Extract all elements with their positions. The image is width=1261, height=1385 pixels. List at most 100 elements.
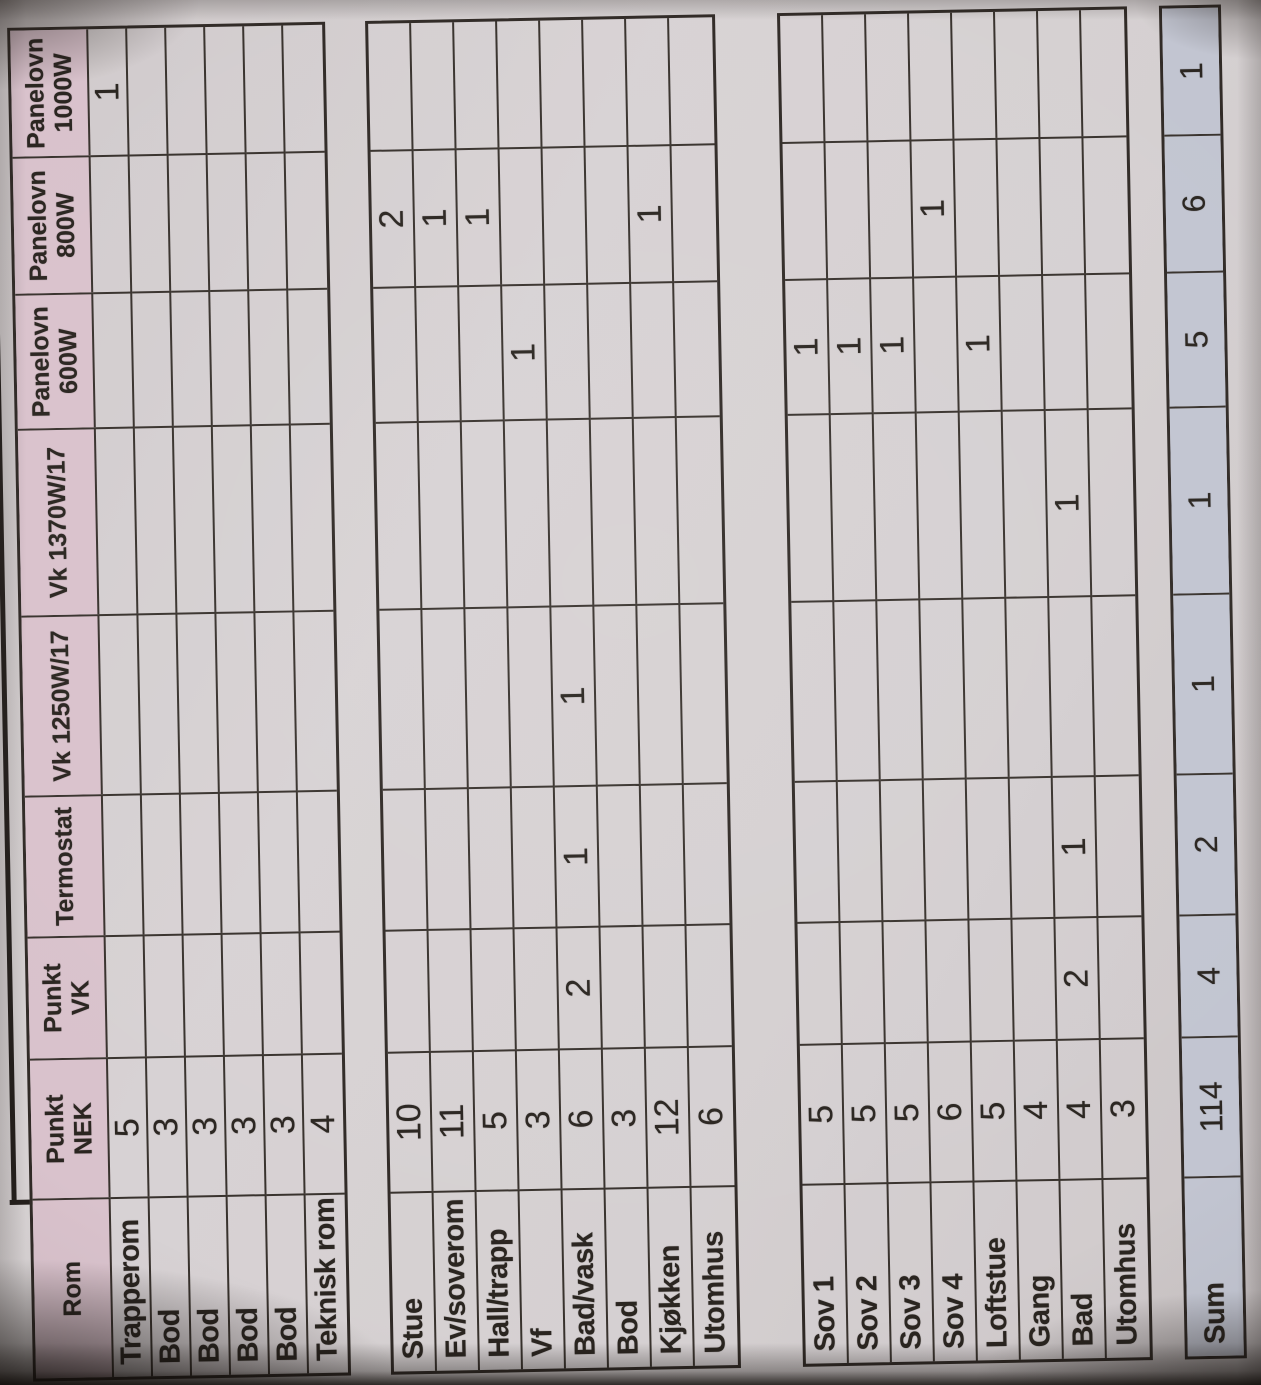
table-cell: 1 (871, 276, 917, 413)
table-cell: 10 (387, 1050, 434, 1192)
table-cell (285, 150, 328, 289)
table-cell: 1 (502, 283, 548, 420)
table-cell (283, 25, 324, 152)
table-cell (168, 153, 211, 291)
table-cell: 6 (559, 1047, 606, 1189)
table-cell (825, 140, 872, 279)
table-cell (1081, 9, 1126, 136)
table-cell (590, 416, 638, 605)
table-cell (210, 289, 252, 425)
table-rooms-group-2: Stue 10 2 Ev/soverom 11 1 Hall/trapp 5 1 Vf 3 1 Bad/… (365, 14, 741, 1375)
table-cell (830, 412, 878, 601)
table-cell: Bod (605, 1186, 652, 1368)
table-cell (180, 791, 223, 934)
table-cell: Bod (188, 1194, 232, 1376)
table-cell (251, 423, 295, 612)
table-cell (540, 19, 586, 147)
table-cell (459, 284, 505, 421)
table-cell (669, 17, 714, 144)
table-cell (883, 919, 929, 1043)
table-cell (637, 603, 684, 784)
table-cell: 1 (554, 784, 601, 927)
table-cell: 5 (1167, 270, 1226, 407)
table-cell (545, 282, 591, 419)
table-cell (1098, 915, 1144, 1039)
table-cell: Bod (227, 1194, 271, 1375)
table-cell (787, 413, 835, 601)
table-cell: 3 (1100, 1037, 1147, 1179)
table-rooms-group-1: Rom Punkt NEK Punkt VK Termostat Vk 1250W/17… (7, 21, 352, 1382)
table-cell: 6 (928, 1040, 975, 1182)
table-cell (134, 425, 178, 614)
table-cell (379, 607, 426, 789)
table-cell (834, 599, 881, 781)
table-cell: 5 (885, 1041, 932, 1183)
table-cell (916, 410, 964, 599)
table-cell (1009, 775, 1056, 918)
table-cell (920, 597, 967, 779)
table-cell: 1 (1052, 775, 1099, 917)
table-cell: 1 (628, 144, 675, 282)
table-cell (794, 780, 841, 922)
table-cell (683, 782, 730, 924)
table-cell (969, 917, 1015, 1041)
table-cell (1083, 135, 1130, 274)
table-cell (205, 26, 247, 154)
table-cell (633, 416, 681, 604)
table-cell: 1 (413, 148, 460, 287)
table-cell (1037, 10, 1084, 138)
table-cell (288, 287, 330, 424)
table-cell (791, 600, 838, 781)
table-cell (173, 424, 217, 613)
table-cell (93, 291, 135, 428)
table-cell (132, 290, 174, 427)
table-cell: 5 (842, 1042, 889, 1183)
table-cell (461, 419, 509, 608)
table-cell (583, 18, 629, 146)
table-cell: 1 (828, 277, 874, 414)
table-cell (926, 918, 972, 1042)
table-cell (297, 789, 340, 932)
table-cell: 2 (1176, 772, 1236, 915)
table-cell: Utomhus (1103, 1177, 1150, 1358)
table-cell (1095, 774, 1142, 917)
table-cell (219, 791, 262, 933)
table-cell: Utomhus (691, 1185, 738, 1366)
table-cell: Bod (149, 1195, 193, 1377)
table-cell (1012, 916, 1058, 1040)
table-cell (468, 786, 515, 929)
table-cell (997, 137, 1044, 275)
table-cell (508, 605, 555, 787)
table-cell (1043, 273, 1089, 409)
sum-row-table: Sum 114 4 2 1 1 5 6 1 (1158, 4, 1247, 1360)
table-cell (177, 611, 220, 793)
table-cell (105, 934, 147, 1058)
table-cell (416, 285, 462, 422)
table-cell (514, 926, 560, 1050)
table-cell (166, 27, 208, 154)
column-header-cell: Vk 1370W/17 (17, 427, 100, 616)
table-cell (640, 782, 687, 925)
table-cell: 3 (146, 1055, 189, 1197)
table-cell: Ev/soverom (433, 1190, 480, 1371)
table-cell: 5 (473, 1049, 520, 1191)
table-cell (880, 778, 927, 921)
table-cell (1049, 595, 1096, 776)
table-cell: 6 (688, 1045, 735, 1186)
table-cell: 2 (557, 925, 603, 1049)
table-cell (676, 415, 724, 604)
table-cell (222, 932, 264, 1055)
table-cell: 12 (645, 1045, 692, 1187)
table-cell (840, 920, 886, 1043)
table-cell (294, 609, 337, 791)
table-cell (127, 27, 169, 155)
table-cell: 5 (107, 1056, 150, 1198)
table-cell: 3 (263, 1053, 306, 1195)
table-cell: 114 (1181, 1035, 1241, 1177)
table-cell (686, 923, 732, 1046)
table-cell: Trapperom (110, 1196, 154, 1378)
table-cell (1086, 272, 1132, 409)
table-cell (368, 23, 414, 150)
